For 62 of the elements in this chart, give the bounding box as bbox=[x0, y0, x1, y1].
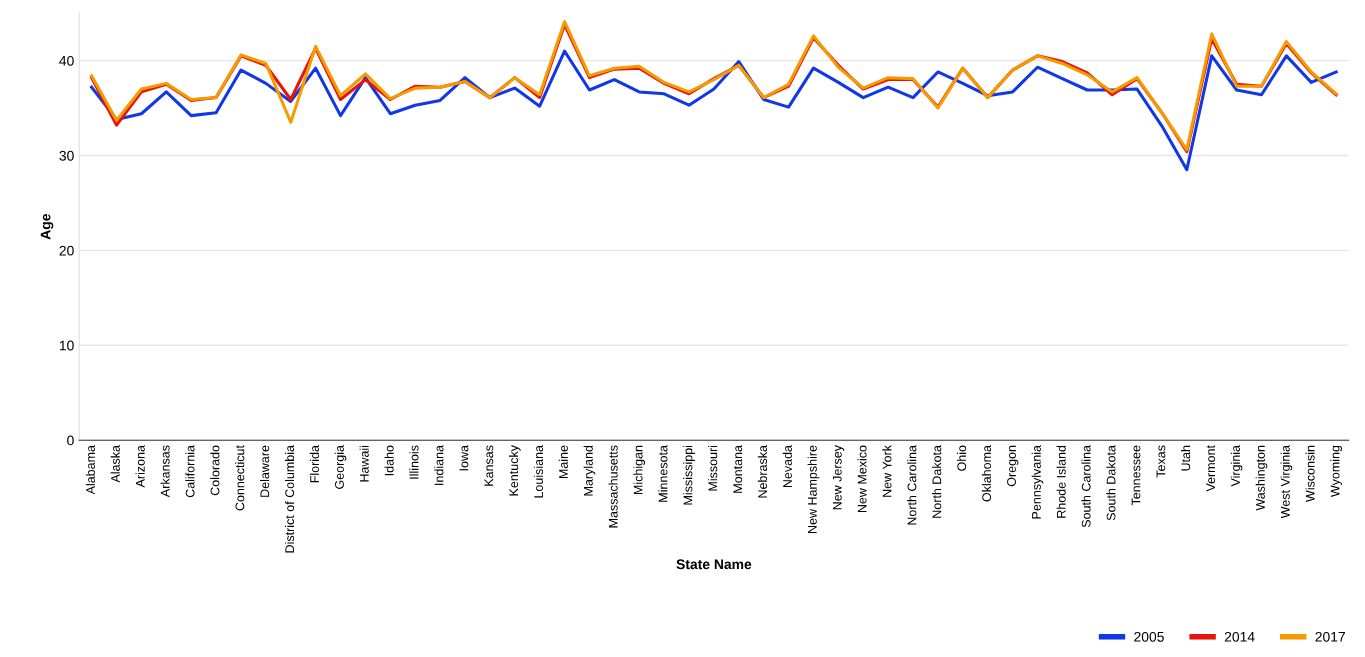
x-tick-label: Connecticut bbox=[235, 445, 245, 511]
x-tick-label: West Virginia bbox=[1280, 445, 1293, 519]
x-tick-label: New Jersey bbox=[832, 445, 845, 510]
x-tick-label: Virginia bbox=[1230, 445, 1243, 487]
x-tick-label: Arkansas bbox=[160, 445, 170, 498]
x-axis-title: State Name bbox=[676, 559, 752, 570]
x-tick-label: Iowa bbox=[459, 445, 469, 471]
x-tick-label: California bbox=[185, 445, 195, 498]
x-tick-label: Rhode Island bbox=[1056, 445, 1066, 518]
x-tick-label: Utah bbox=[1181, 445, 1191, 471]
x-tick-label: Montana bbox=[733, 445, 743, 493]
x-tick-label: Alabama bbox=[85, 445, 95, 495]
x-tick-label: Georgia bbox=[334, 445, 347, 489]
y-axis-title: Age bbox=[40, 214, 54, 240]
x-tick-label: Louisiana bbox=[533, 445, 544, 498]
legend-label: 2005 bbox=[1134, 631, 1164, 642]
x-tick-label: Tennessee bbox=[1131, 445, 1141, 506]
x-tick-label: Kansas bbox=[484, 445, 494, 486]
x-tick-label: Wyoming bbox=[1330, 445, 1342, 497]
x-tick-label: Alaska bbox=[110, 445, 120, 483]
x-tick-label: Wisconsin bbox=[1305, 445, 1315, 502]
x-tick-label: Colorado bbox=[210, 445, 220, 496]
x-tick-label: Florida bbox=[309, 445, 319, 483]
x-tick-label: Ohio bbox=[956, 445, 967, 471]
x-tick-label: New York bbox=[882, 445, 892, 497]
x-tick-label: Pennsylvania bbox=[1031, 445, 1044, 519]
x-tick-label: Illinois bbox=[409, 445, 419, 479]
x-tick-label: Nevada bbox=[782, 445, 792, 488]
x-tick-label: Oregon bbox=[1007, 445, 1019, 487]
x-tick-label: Massachusetts bbox=[608, 445, 618, 528]
x-tick-label: Texas bbox=[1156, 445, 1166, 478]
x-tick-label: Indiana bbox=[434, 445, 444, 485]
legend-label: 2017 bbox=[1315, 631, 1345, 642]
y-tick-label: 40 bbox=[59, 55, 74, 66]
x-tick-label: Maryland bbox=[583, 445, 596, 496]
x-tick-label: New Hampshire bbox=[807, 445, 820, 533]
x-tick-label: District of Columbia bbox=[284, 445, 295, 553]
x-tick-label: Mississippi bbox=[683, 445, 695, 505]
x-tick-label: Maine bbox=[558, 445, 568, 479]
x-tick-label: Delaware bbox=[260, 445, 270, 497]
x-tick-label: Nebraska bbox=[757, 445, 768, 498]
y-tick-label: 30 bbox=[59, 150, 74, 161]
x-tick-label: South Carolina bbox=[1081, 445, 1091, 528]
x-tick-label: Vermont bbox=[1206, 445, 1216, 492]
x-tick-label: Kentucky bbox=[508, 445, 521, 496]
x-tick-label: South Dakota bbox=[1106, 445, 1116, 521]
x-tick-label: Arizona bbox=[135, 445, 145, 488]
line-series bbox=[90, 49, 1338, 172]
x-tick-label: Hawaii bbox=[359, 445, 369, 482]
y-tick-label: 20 bbox=[59, 245, 74, 256]
x-tick-label: North Carolina bbox=[907, 445, 917, 525]
y-tick-label: 0 bbox=[67, 435, 74, 446]
x-tick-label: New Mexico bbox=[857, 445, 867, 513]
x-tick-label: Oklahoma bbox=[981, 445, 992, 502]
x-tick-label: North Dakota bbox=[932, 445, 942, 518]
legend-label: 2014 bbox=[1224, 631, 1255, 642]
x-tick-label: Minnesota bbox=[658, 445, 668, 502]
x-tick-label: Washington bbox=[1255, 445, 1268, 511]
x-tick-label: Missouri bbox=[708, 445, 718, 491]
x-tick-label: Idaho bbox=[384, 445, 394, 476]
y-tick-label: 10 bbox=[59, 340, 74, 351]
x-tick-label: Michigan bbox=[633, 445, 646, 495]
